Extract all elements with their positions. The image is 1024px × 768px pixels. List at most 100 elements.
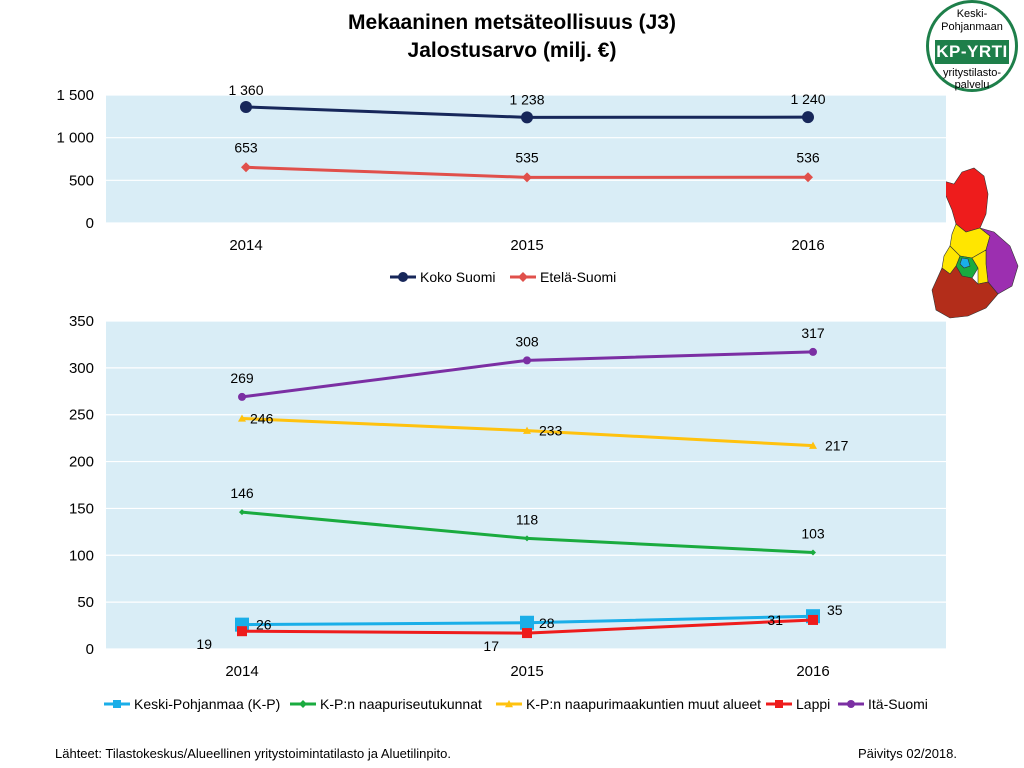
kp-yrti-logo: Keski- Pohjanmaan KP-YRTI yritystilasto-… bbox=[926, 0, 1018, 92]
y-tick-label: 150 bbox=[69, 500, 94, 517]
update-note: Päivitys 02/2018. bbox=[858, 746, 958, 761]
data-label: 35 bbox=[827, 602, 843, 618]
legend-label: Etelä-Suomi bbox=[540, 269, 616, 285]
legend-marker bbox=[847, 700, 855, 708]
legend-item-it-suomi: Itä-Suomi bbox=[838, 696, 928, 712]
series-k-p-n-naapurimaakuntien-muut-alueet: 246 233 217 bbox=[238, 410, 849, 454]
series-it-suomi: 269 308 317 bbox=[230, 325, 825, 401]
data-label: 308 bbox=[515, 333, 539, 349]
data-point bbox=[241, 162, 251, 173]
data-label: 217 bbox=[825, 438, 849, 454]
data-point bbox=[802, 111, 814, 124]
logo-brand: KP-YRTI bbox=[935, 40, 1009, 64]
legend-marker bbox=[505, 700, 513, 708]
series-keski-pohjanmaa-k-p: 26 28 35 bbox=[235, 602, 843, 633]
data-label: 17 bbox=[483, 638, 499, 654]
data-label: 31 bbox=[767, 612, 783, 628]
legend-marker bbox=[113, 700, 121, 708]
logo-text-top: Keski- bbox=[956, 8, 988, 20]
legend-item-etel-suomi: Etelä-Suomi bbox=[510, 269, 616, 285]
legend-label: Koko Suomi bbox=[420, 269, 495, 285]
y-tick-label: 300 bbox=[69, 360, 94, 377]
x-tick-label: 2014 bbox=[229, 237, 262, 254]
data-label: 1 238 bbox=[509, 91, 544, 107]
y-tick-label: 500 bbox=[69, 172, 94, 189]
data-point bbox=[809, 347, 817, 356]
x-tick-label: 2015 bbox=[510, 237, 543, 254]
logo-text-bottom: yritystilasto- bbox=[942, 67, 1002, 79]
y-tick-label: 100 bbox=[69, 547, 94, 564]
legend-item-koko-suomi: Koko Suomi bbox=[390, 269, 495, 285]
legend-label: K-P:n naapuriseutukunnat bbox=[320, 696, 482, 712]
y-tick-label: 0 bbox=[86, 215, 94, 232]
y-tick-label: 50 bbox=[77, 594, 94, 611]
x-tick-label: 2016 bbox=[791, 237, 824, 254]
series-lappi: 19 17 31 bbox=[196, 612, 818, 654]
data-point bbox=[808, 614, 818, 625]
series-koko-suomi: 1 360 1 238 1 240 bbox=[228, 82, 826, 124]
series-k-p-n-naapuriseutukunnat: 146 118 103 bbox=[230, 485, 825, 556]
data-point bbox=[240, 100, 252, 113]
data-label: 103 bbox=[801, 525, 825, 541]
chart-top: 0 500 1 000 1 500 2014 2015 2016 1 360 1 238 1 24… bbox=[56, 82, 946, 285]
data-point bbox=[522, 172, 532, 183]
y-tick-label: 0 bbox=[86, 641, 94, 658]
data-point bbox=[810, 549, 816, 556]
legend-item-keski-pohjanmaa-k-p: Keski-Pohjanmaa (K-P) bbox=[104, 696, 280, 712]
data-label: 1 240 bbox=[790, 91, 825, 107]
chart-bottom: 0 50 100 150 200 250 300 350 2014 2015 2016 26 28 35 1… bbox=[69, 313, 946, 712]
data-label: 536 bbox=[796, 149, 820, 165]
logo-text-top2: Pohjanmaan bbox=[941, 21, 1003, 33]
data-label: 28 bbox=[539, 615, 555, 631]
y-tick-label: 250 bbox=[69, 407, 94, 424]
data-label: 19 bbox=[196, 636, 212, 652]
data-point bbox=[803, 172, 813, 183]
data-point bbox=[522, 628, 532, 639]
data-label: 269 bbox=[230, 370, 254, 386]
legend-item-k-p-n-naapuriseutukunnat: K-P:n naapuriseutukunnat bbox=[290, 696, 482, 712]
x-tick-label: 2015 bbox=[510, 663, 543, 680]
series-etel-suomi: 653 535 536 bbox=[234, 139, 820, 183]
chart-subtitle: Jalostusarvo (milj. €) bbox=[407, 39, 617, 62]
legend-marker bbox=[518, 272, 528, 282]
data-point bbox=[238, 414, 246, 422]
data-point bbox=[523, 426, 531, 434]
data-label: 653 bbox=[234, 139, 258, 155]
x-tick-label: 2014 bbox=[225, 663, 258, 680]
legend-marker bbox=[299, 700, 307, 708]
data-label: 317 bbox=[801, 325, 825, 341]
legend-label: K-P:n naapurimaakuntien muut alueet bbox=[526, 696, 761, 712]
legend-marker bbox=[398, 272, 408, 282]
data-point bbox=[239, 509, 245, 516]
data-label: 246 bbox=[250, 410, 274, 426]
data-point bbox=[237, 626, 247, 637]
data-point bbox=[520, 615, 534, 630]
legend-label: Keski-Pohjanmaa (K-P) bbox=[134, 696, 280, 712]
data-point bbox=[238, 392, 246, 401]
plot-area bbox=[106, 321, 946, 649]
data-point bbox=[809, 441, 817, 449]
legend-label: Itä-Suomi bbox=[868, 696, 928, 712]
data-label: 118 bbox=[516, 511, 539, 527]
logo-text-bottom2: palvelu bbox=[954, 79, 990, 91]
data-point bbox=[521, 111, 533, 124]
legend-item-lappi: Lappi bbox=[766, 696, 830, 712]
data-label: 233 bbox=[539, 423, 563, 439]
y-tick-label: 350 bbox=[69, 313, 94, 330]
legend-marker bbox=[775, 700, 783, 708]
chart-title: Mekaaninen metsäteollisuus (J3) bbox=[348, 11, 676, 34]
legend-item-k-p-n-naapurimaakuntien-muut-alueet: K-P:n naapurimaakuntien muut alueet bbox=[496, 696, 761, 712]
legend-label: Lappi bbox=[796, 696, 830, 712]
y-tick-label: 1 000 bbox=[56, 130, 94, 147]
y-tick-label: 1 500 bbox=[56, 87, 94, 104]
data-point bbox=[524, 535, 530, 542]
data-label: 146 bbox=[230, 485, 254, 501]
data-label: 535 bbox=[515, 149, 539, 165]
data-point bbox=[523, 356, 531, 365]
finland-regions-map bbox=[931, 167, 1019, 319]
x-tick-label: 2016 bbox=[796, 663, 829, 680]
y-tick-label: 200 bbox=[69, 454, 94, 471]
source-note: Lähteet: Tilastokeskus/Alueellinen yrity… bbox=[55, 746, 451, 761]
data-label: 26 bbox=[256, 617, 272, 633]
data-label: 1 360 bbox=[228, 82, 263, 98]
